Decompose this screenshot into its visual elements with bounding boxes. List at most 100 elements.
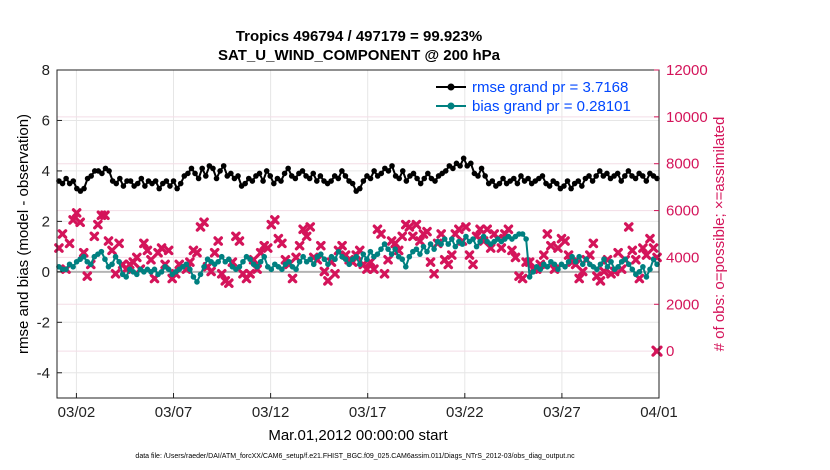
- bias-point-88: [367, 248, 374, 255]
- rmse-point-54: [249, 178, 256, 184]
- rmse-point-123: [496, 180, 503, 187]
- rmse-point-124: [500, 175, 506, 182]
- bias-point-102: [417, 251, 423, 257]
- rmse-point-9: [88, 173, 94, 179]
- obs-marker-153: [595, 276, 606, 286]
- obs-marker-104: [422, 226, 432, 237]
- y-axis-label-right: # of obs: o=possible; ×=assimilated: [711, 117, 728, 352]
- bias-point-82: [346, 261, 352, 268]
- rmse-point-90: [378, 170, 385, 177]
- rmse-point-121: [489, 178, 496, 184]
- rmse-point-20: [127, 178, 134, 184]
- bias-point-160: [622, 256, 629, 263]
- bias-point-54: [247, 256, 253, 263]
- obs-marker-111: [446, 250, 457, 260]
- obs-marker-115: [461, 222, 471, 232]
- rmse-point-18: [120, 183, 127, 189]
- obs-marker-4: [68, 215, 78, 225]
- obs-marker-61: [270, 215, 280, 225]
- obs-marker-148: [577, 266, 588, 277]
- rmse-point-32: [170, 178, 177, 184]
- rmse-point-157: [618, 178, 625, 184]
- rmse-point-117: [475, 173, 481, 179]
- rmse-point-88: [371, 168, 377, 174]
- obs-marker-75: [319, 266, 330, 277]
- bias-point-119: [477, 238, 483, 245]
- rmse-point-119: [482, 173, 488, 179]
- bias-point-19: [123, 274, 129, 280]
- obs-marker-108: [436, 229, 446, 239]
- obs-marker-128: [507, 245, 517, 256]
- bias-point-38: [190, 274, 197, 280]
- series-bias: [56, 231, 660, 285]
- rmse-point-150: [593, 173, 599, 179]
- obs-marker-158: [613, 247, 623, 258]
- bias-point-56: [254, 264, 260, 270]
- rmse-point-161: [632, 175, 639, 182]
- bias-point-118: [473, 243, 480, 250]
- obs-marker-121: [482, 224, 492, 235]
- rmse-point-151: [596, 168, 603, 174]
- rmse-point-64: [285, 165, 291, 172]
- x-tick-label-4: 03/22: [446, 404, 484, 421]
- rmse-point-36: [185, 170, 191, 177]
- obs-marker-26: [146, 254, 156, 265]
- rmse-point-84: [356, 185, 363, 192]
- bias-point-120: [480, 233, 487, 240]
- legend-bias-label: bias grand pr = 0.28101: [472, 98, 631, 115]
- rmse-point-87: [367, 175, 374, 182]
- obs-marker-129: [510, 252, 521, 263]
- x-tick-label-3: 03/17: [349, 404, 387, 421]
- obs-marker-102: [415, 236, 425, 246]
- rmse-point-80: [342, 173, 349, 179]
- rmse-point-137: [546, 183, 553, 189]
- left-tick-label-5: 6: [42, 112, 50, 129]
- rmse-point-39: [195, 175, 202, 182]
- bias-point-7: [80, 253, 87, 260]
- rmse-point-30: [163, 178, 170, 184]
- rmse-point-52: [242, 180, 248, 187]
- bias-point-115: [463, 233, 469, 240]
- bias-point-29: [158, 269, 165, 275]
- rmse-point-56: [256, 170, 263, 177]
- y-axis-label-left: rmse and bias (model - observation): [15, 114, 32, 354]
- bias-point-65: [286, 258, 292, 265]
- left-tick-label-3: 2: [42, 213, 50, 230]
- obs-marker-100: [408, 231, 418, 242]
- bias-point-104: [424, 248, 430, 255]
- bias-point-161: [625, 261, 632, 268]
- obs-marker-68: [294, 240, 305, 251]
- bias-point-162: [629, 266, 636, 273]
- left-tick-label-0: -4: [37, 365, 50, 382]
- obs-marker-161: [623, 222, 634, 232]
- obs-marker-89: [369, 264, 379, 274]
- bias-point-12: [98, 248, 105, 255]
- bias-point-63: [279, 266, 285, 273]
- bias-point-101: [413, 246, 420, 252]
- rmse-point-45: [217, 168, 223, 174]
- bias-point-138: [544, 264, 551, 270]
- bias-point-112: [452, 243, 459, 250]
- rmse-point-68: [299, 168, 306, 174]
- obs-marker-168: [648, 243, 659, 253]
- bias-point-60: [268, 266, 275, 273]
- obs-marker-22: [132, 252, 142, 263]
- rmse-point-48: [228, 170, 234, 177]
- rmse-point-131: [525, 175, 531, 182]
- bias-point-71: [307, 256, 314, 263]
- rmse-point-46: [220, 163, 227, 169]
- rmse-point-63: [281, 170, 288, 177]
- bias-point-144: [565, 258, 572, 265]
- rmse-point-1: [59, 180, 66, 187]
- bias-point-74: [318, 251, 324, 257]
- rmse-point-16: [113, 180, 120, 187]
- bias-point-45: [215, 258, 222, 265]
- obs-marker-78: [330, 269, 340, 279]
- bias-point-2: [63, 266, 69, 273]
- bias-point-167: [647, 266, 653, 273]
- rmse-point-12: [99, 170, 105, 177]
- obs-marker-6: [75, 217, 85, 228]
- bias-point-166: [643, 274, 650, 280]
- bias-point-58: [261, 253, 268, 260]
- rmse-point-145: [575, 178, 582, 184]
